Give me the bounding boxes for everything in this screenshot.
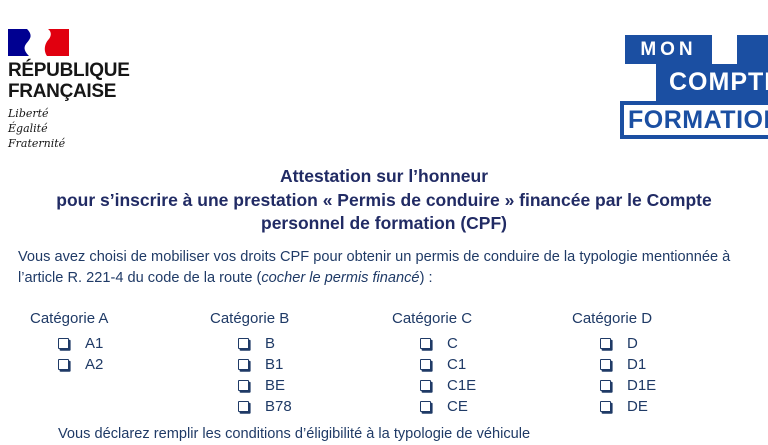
checkbox-a1[interactable]: [58, 338, 69, 349]
intro-line2-text: l’article R. 221-4 du code de la route (: [18, 270, 262, 286]
checkbox-b1[interactable]: [238, 359, 249, 370]
french-flag-icon: [8, 29, 69, 56]
checkbox-d1[interactable]: [600, 359, 611, 370]
option-row-d1e: D1E: [572, 375, 656, 396]
option-label-c: C: [447, 335, 458, 352]
option-label-a2: A2: [85, 356, 104, 373]
option-row-de: DE: [572, 396, 656, 417]
checkbox-d[interactable]: [600, 338, 611, 349]
option-label-d1e: D1E: [627, 377, 657, 394]
checkbox-de[interactable]: [600, 401, 611, 412]
document-title: Attestation sur l’honneur pour s’inscrir…: [0, 165, 768, 236]
title-line3: personnel de formation (CPF): [261, 213, 507, 233]
option-row-c: C: [392, 333, 476, 354]
option-row-be: BE: [210, 375, 292, 396]
republique-francaise-logo: RÉPUBLIQUE FRANÇAISE Liberté Égalité Fra…: [8, 28, 130, 151]
option-row-d1: D1: [572, 354, 656, 375]
mcf-mon-block: MON: [625, 35, 712, 64]
option-row-b1: B1: [210, 354, 292, 375]
option-label-de: DE: [627, 398, 648, 415]
option-row-b: B: [210, 333, 292, 354]
intro-paragraph: Vous avez choisi de mobiliser vos droits…: [18, 247, 758, 289]
option-row-d: D: [572, 333, 656, 354]
option-row-b78: B78: [210, 396, 292, 417]
rf-motto-liberte: Liberté: [8, 107, 49, 120]
checkbox-ce[interactable]: [420, 401, 431, 412]
category-b-column: Catégorie B B B1 BE B78: [210, 308, 292, 417]
rf-wordmark-line1: RÉPUBLIQUE: [8, 60, 130, 81]
checkbox-c1e[interactable]: [420, 380, 431, 391]
mcf-corner-block: [737, 35, 768, 64]
intro-italic-instruction: cocher le permis financé: [261, 270, 420, 286]
checkbox-b78[interactable]: [238, 401, 249, 412]
category-a-column: Catégorie A A1 A2: [30, 308, 108, 375]
checkbox-d1e[interactable]: [600, 380, 611, 391]
checkbox-a2[interactable]: [58, 359, 69, 370]
rf-motto-egalite: Égalité: [8, 122, 48, 135]
rf-motto: Liberté Égalité Fraternité: [8, 106, 130, 151]
option-label-ce: CE: [447, 398, 468, 415]
option-label-c1e: C1E: [447, 377, 477, 394]
option-label-b1: B1: [265, 356, 284, 373]
rf-motto-fraternite: Fraternité: [8, 137, 66, 150]
option-label-b: B: [265, 335, 276, 352]
category-b-header: Catégorie B: [210, 310, 290, 327]
intro-line2: l’article R. 221-4 du code de la route (…: [18, 268, 758, 289]
option-row-c1: C1: [392, 354, 476, 375]
checkbox-c1[interactable]: [420, 359, 431, 370]
checkbox-c[interactable]: [420, 338, 431, 349]
checkbox-b[interactable]: [238, 338, 249, 349]
option-label-c1: C1: [447, 356, 467, 373]
option-label-a1: A1: [85, 335, 104, 352]
checkbox-be[interactable]: [238, 380, 249, 391]
category-d-column: Catégorie D D D1 D1E DE: [572, 308, 656, 417]
option-label-d1: D1: [627, 356, 647, 373]
option-row-a1: A1: [30, 333, 108, 354]
category-c-column: Catégorie C C C1 C1E CE: [392, 308, 476, 417]
footer-text-cutoff: Vous déclarez remplir les conditions d’é…: [58, 426, 531, 442]
mcf-compte-block: COMPTE: [656, 64, 768, 101]
title-line2: pour s’inscrire à une prestation « Permi…: [56, 189, 712, 210]
intro-line2-end: ) :: [419, 270, 433, 286]
option-row-a2: A2: [30, 354, 108, 375]
option-label-b78: B78: [265, 398, 292, 415]
option-label-be: BE: [265, 377, 286, 394]
option-row-ce: CE: [392, 396, 476, 417]
option-label-d: D: [627, 335, 638, 352]
mcf-formation-block: FORMATION: [620, 101, 768, 139]
licence-categories: Catégorie A A1 A2 Catégorie B B B1 BE B7…: [0, 308, 768, 420]
title-line1: Attestation sur l’honneur: [279, 166, 489, 186]
category-a-header: Catégorie A: [30, 310, 109, 327]
category-d-header: Catégorie D: [572, 310, 653, 327]
category-c-header: Catégorie C: [392, 310, 473, 327]
intro-line1: Vous avez choisi de mobiliser vos droits…: [18, 249, 731, 265]
attestation-document: { "branding": { "republique": { "line1":…: [0, 28, 768, 442]
option-row-c1e: C1E: [392, 375, 476, 396]
rf-wordmark-line2: FRANÇAISE: [8, 81, 117, 102]
